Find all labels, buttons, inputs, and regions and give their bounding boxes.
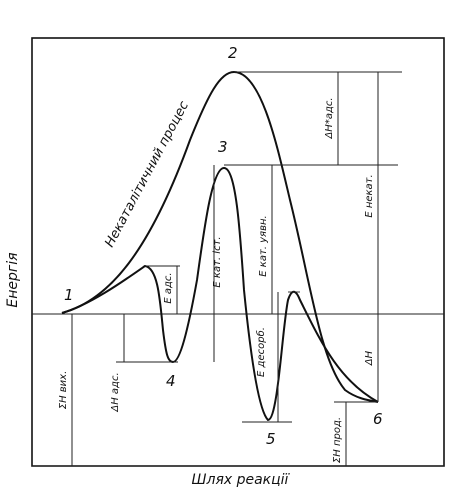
y-axis-label: Енергія: [5, 252, 21, 307]
noncatalytic-process-label: Некаталітичний процес: [102, 99, 192, 250]
diagram-frame: [31, 37, 445, 467]
catalytic-curve: [61, 166, 379, 422]
sum-h-prod-label: ΣH прод.: [332, 417, 343, 463]
point-label-6: 6: [373, 410, 383, 428]
dh-label: ΔH: [364, 350, 375, 366]
e-cat-ist-label: E кат. іст.: [211, 236, 223, 287]
point-label-5: 5: [266, 430, 276, 448]
dh-ads-star-label: ΔH*адс.: [324, 97, 335, 139]
e-desorb-label: E десорб.: [255, 327, 267, 377]
sum-h-vykh-label: ΣH вих.: [58, 371, 69, 410]
point-label-1: 1: [64, 286, 74, 304]
point-label-3: 3: [218, 138, 228, 156]
noncatalytic-curve: [61, 70, 379, 403]
point-label-2: 2: [228, 44, 238, 62]
e-cat-uyav-label: E кат. уявн.: [258, 215, 269, 276]
dh-ads-label: ΔH адс.: [110, 372, 121, 412]
x-axis-label: Шлях реакції: [192, 472, 291, 488]
e-ads-label: E адс.: [163, 272, 174, 303]
point-label-4: 4: [166, 372, 176, 390]
e-noncat-label: E некат.: [364, 174, 375, 217]
